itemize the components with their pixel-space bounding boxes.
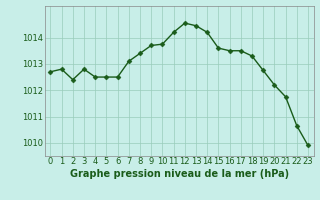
X-axis label: Graphe pression niveau de la mer (hPa): Graphe pression niveau de la mer (hPa) [70,169,289,179]
